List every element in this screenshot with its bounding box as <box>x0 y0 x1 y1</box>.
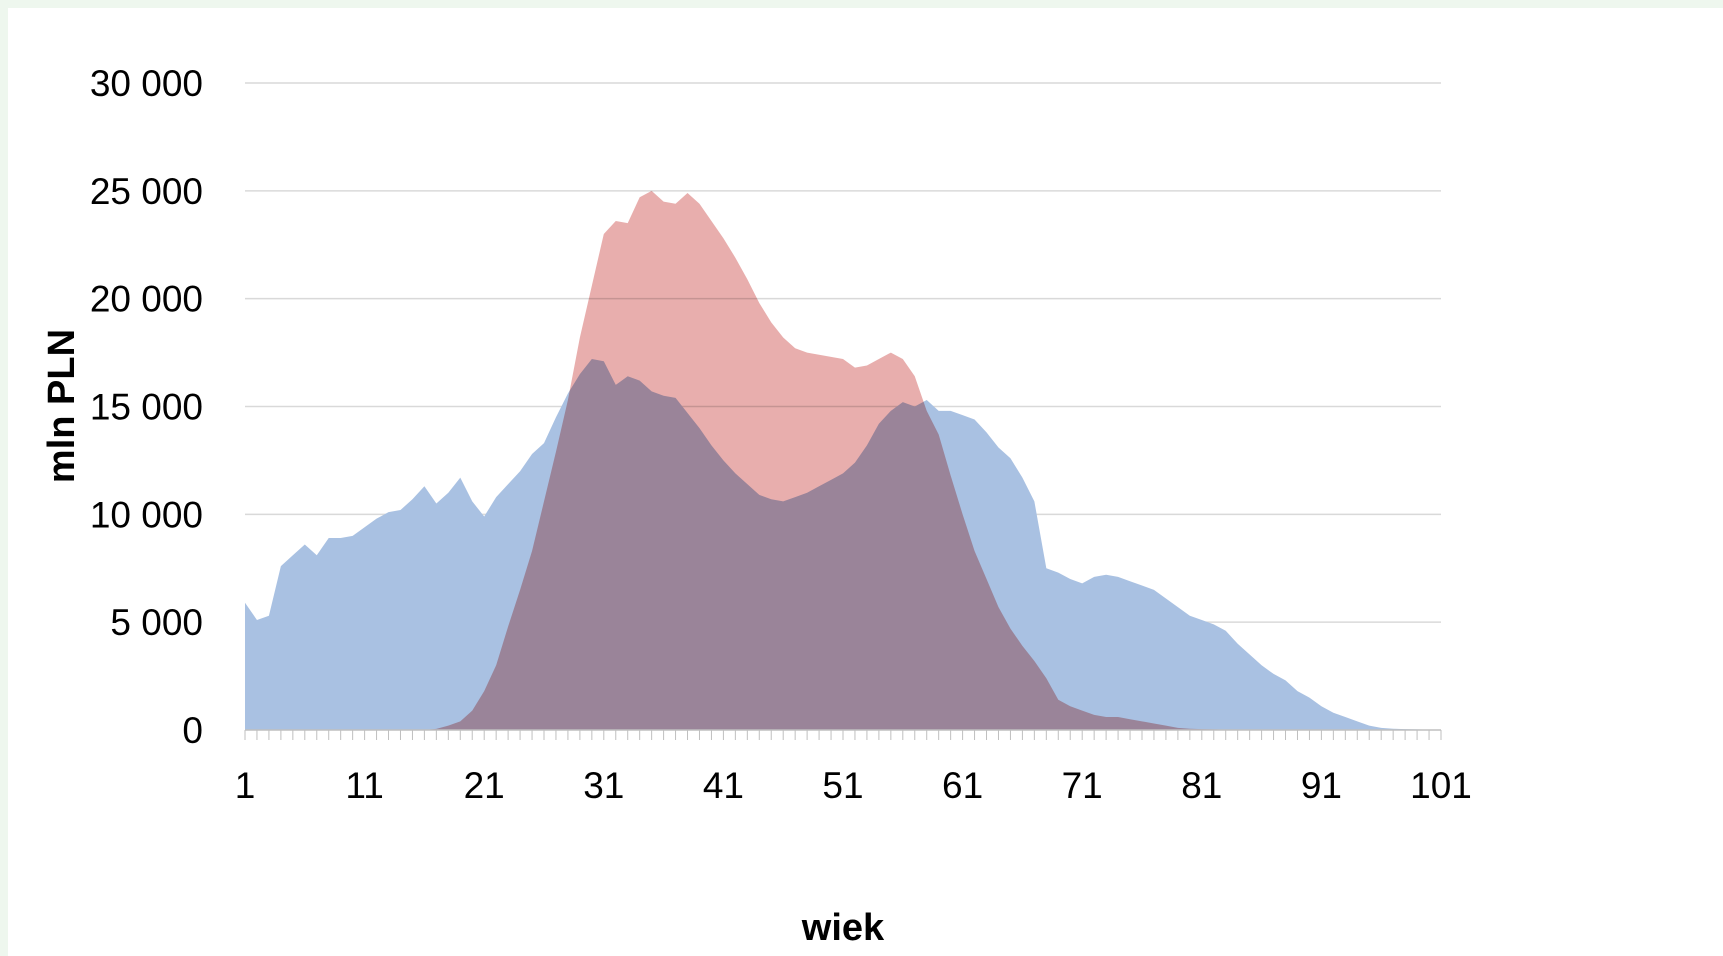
y-tick-label: 30 000 <box>90 63 203 104</box>
x-axis-tick-labels: 1 11 21 31 41 51 61 71 81 91 101 <box>235 765 1472 806</box>
y-tick-label: 25 000 <box>90 171 203 212</box>
x-tick-label: 71 <box>1062 765 1103 806</box>
x-tick-label: 11 <box>345 765 383 806</box>
x-tick-label: 91 <box>1301 765 1342 806</box>
x-tick-label: 81 <box>1181 765 1222 806</box>
x-axis <box>244 729 1442 740</box>
x-axis-title: wiek <box>801 907 885 949</box>
x-tick-label: 61 <box>942 765 983 806</box>
y-tick-label: 10 000 <box>90 494 203 535</box>
x-tick-label: 41 <box>703 765 744 806</box>
data-areas <box>245 190 1441 731</box>
x-tick-label: 101 <box>1410 765 1472 806</box>
x-tick-label: 31 <box>583 765 624 806</box>
y-axis-tick-labels: 0 5 000 10 000 15 000 20 000 25 000 30 000 <box>90 63 203 751</box>
x-tick-label: 1 <box>235 765 256 806</box>
x-tick-label: 51 <box>822 765 863 806</box>
y-tick-label: 0 <box>182 710 203 751</box>
y-tick-label: 20 000 <box>90 279 203 320</box>
y-tick-label: 15 000 <box>90 387 203 428</box>
area-series-2 <box>245 190 1441 731</box>
x-tick-label: 21 <box>464 765 505 806</box>
y-tick-label: 5 000 <box>110 602 203 643</box>
y-axis-title: mln PLN <box>41 329 83 483</box>
